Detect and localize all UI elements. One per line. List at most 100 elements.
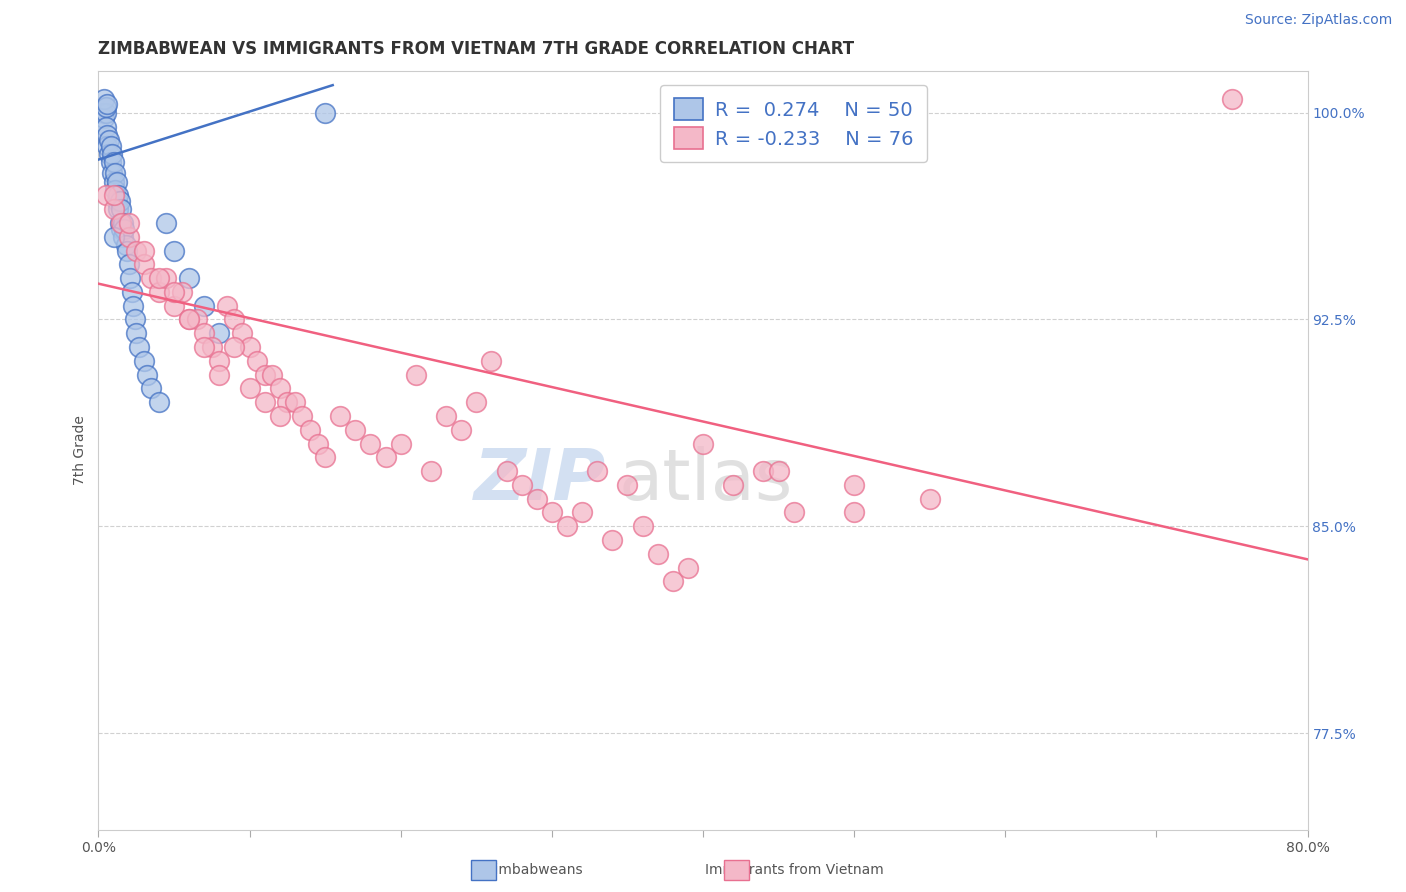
Point [602, 533, 624, 547]
Point [661, 574, 683, 589]
Point [208, 368, 231, 382]
Point [495, 464, 517, 478]
Point [844, 506, 866, 520]
Point [465, 395, 488, 409]
Point [115, 244, 138, 258]
Text: ZIMBABWEAN VS IMMIGRANTS FROM VIETNAM 7TH GRADE CORRELATION CHART: ZIMBABWEAN VS IMMIGRANTS FROM VIETNAM 7T… [98, 40, 855, 58]
Point [284, 395, 307, 409]
Point [179, 312, 201, 326]
Point [768, 464, 790, 478]
Point [155, 271, 177, 285]
Point [107, 202, 129, 217]
Point [108, 216, 131, 230]
Point [193, 299, 215, 313]
Point [360, 436, 382, 450]
Point [118, 229, 141, 244]
Point [124, 312, 146, 326]
Point [329, 409, 352, 423]
Point [148, 271, 170, 285]
Point [118, 257, 141, 271]
Point [314, 450, 336, 465]
Text: Zimbabweans: Zimbabweans [485, 863, 583, 877]
Point [540, 506, 562, 520]
Point [239, 340, 262, 354]
Point [94, 105, 117, 120]
Point [224, 340, 246, 354]
Point [104, 183, 127, 197]
Point [135, 368, 157, 382]
Point [420, 464, 443, 478]
Point [141, 381, 163, 395]
Point [108, 194, 131, 208]
Point [103, 188, 125, 202]
Text: atlas: atlas [619, 446, 793, 516]
Point [163, 244, 186, 258]
Point [269, 381, 291, 395]
Text: Source: ZipAtlas.com: Source: ZipAtlas.com [1244, 13, 1392, 28]
Point [193, 340, 215, 354]
Point [101, 147, 124, 161]
Point [253, 395, 276, 409]
Point [96, 138, 118, 153]
Point [647, 547, 669, 561]
Point [246, 354, 269, 368]
Point [91, 105, 114, 120]
Point [148, 395, 170, 409]
Point [96, 128, 118, 142]
Point [253, 368, 276, 382]
Point [111, 229, 134, 244]
Point [110, 221, 132, 235]
Point [122, 299, 145, 313]
Point [105, 175, 128, 189]
Point [179, 312, 201, 326]
Point [692, 436, 714, 450]
Point [752, 464, 775, 478]
Point [676, 560, 699, 574]
Point [344, 423, 367, 437]
Point [276, 395, 298, 409]
Point [170, 285, 193, 299]
Point [114, 238, 136, 252]
Point [262, 368, 284, 382]
Point [510, 478, 533, 492]
Point [405, 368, 427, 382]
Point [111, 216, 134, 230]
Text: Immigrants from Vietnam: Immigrants from Vietnam [704, 863, 884, 877]
Point [314, 105, 336, 120]
Point [163, 285, 186, 299]
Y-axis label: 7th Grade: 7th Grade [73, 416, 87, 485]
Point [526, 491, 548, 506]
Point [120, 271, 142, 285]
Point [112, 221, 135, 235]
Point [93, 112, 115, 126]
Point [723, 478, 745, 492]
Point [98, 133, 121, 147]
Point [132, 354, 155, 368]
Point [434, 409, 457, 423]
Point [269, 409, 291, 423]
Point [94, 100, 117, 114]
Point [389, 436, 412, 450]
Point [481, 354, 503, 368]
Point [208, 354, 231, 368]
Point [110, 216, 132, 230]
Point [1220, 92, 1243, 106]
Point [193, 326, 215, 341]
Point [125, 326, 148, 341]
Point [239, 381, 262, 395]
Point [844, 478, 866, 492]
Point [571, 506, 593, 520]
Point [98, 147, 121, 161]
Point [783, 506, 806, 520]
Point [291, 409, 314, 423]
Point [163, 299, 186, 313]
Point [555, 519, 578, 533]
Point [179, 271, 201, 285]
Point [104, 166, 127, 180]
Point [103, 202, 125, 217]
Point [299, 423, 322, 437]
Point [121, 285, 143, 299]
Point [125, 244, 148, 258]
Point [103, 155, 125, 169]
Point [96, 97, 118, 112]
